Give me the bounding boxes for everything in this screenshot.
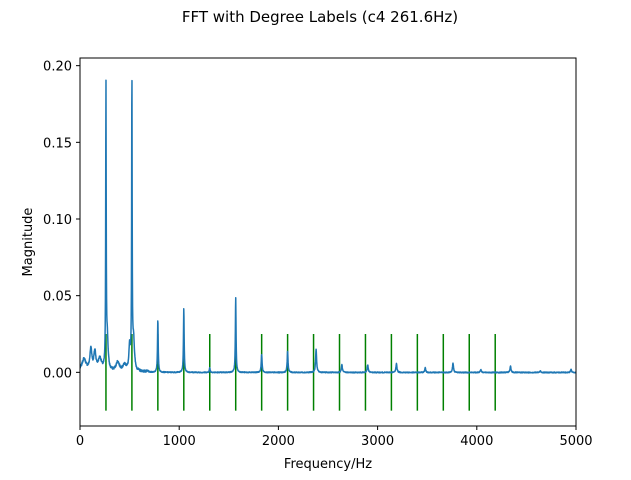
x-tick-label: 4000 [460,434,493,449]
x-tick-label: 0 [76,434,84,449]
spectrum-line [80,79,576,374]
x-tick-label: 2000 [262,434,295,449]
y-axis-label: Magnitude [21,208,36,277]
x-tick-label: 5000 [559,434,592,449]
x-axis: 0 1000 2000 3000 4000 5000 [76,426,593,449]
x-tick-label: 3000 [361,434,394,449]
y-tick-label: 0.00 [43,366,72,381]
y-tick-label: 0.10 [43,213,72,228]
chart-title: FFT with Degree Labels (c4 261.6Hz) [182,8,458,26]
plot-area [80,79,576,411]
y-tick-label: 0.15 [43,136,72,151]
plot-frame [79,57,577,427]
y-axis: 0.00 0.05 0.10 0.15 0.20 [43,60,80,381]
x-tick-label: 1000 [163,434,196,449]
x-axis-label: Frequency/Hz [284,457,372,472]
y-tick-label: 0.20 [43,60,72,75]
y-tick-label: 0.05 [43,290,72,305]
